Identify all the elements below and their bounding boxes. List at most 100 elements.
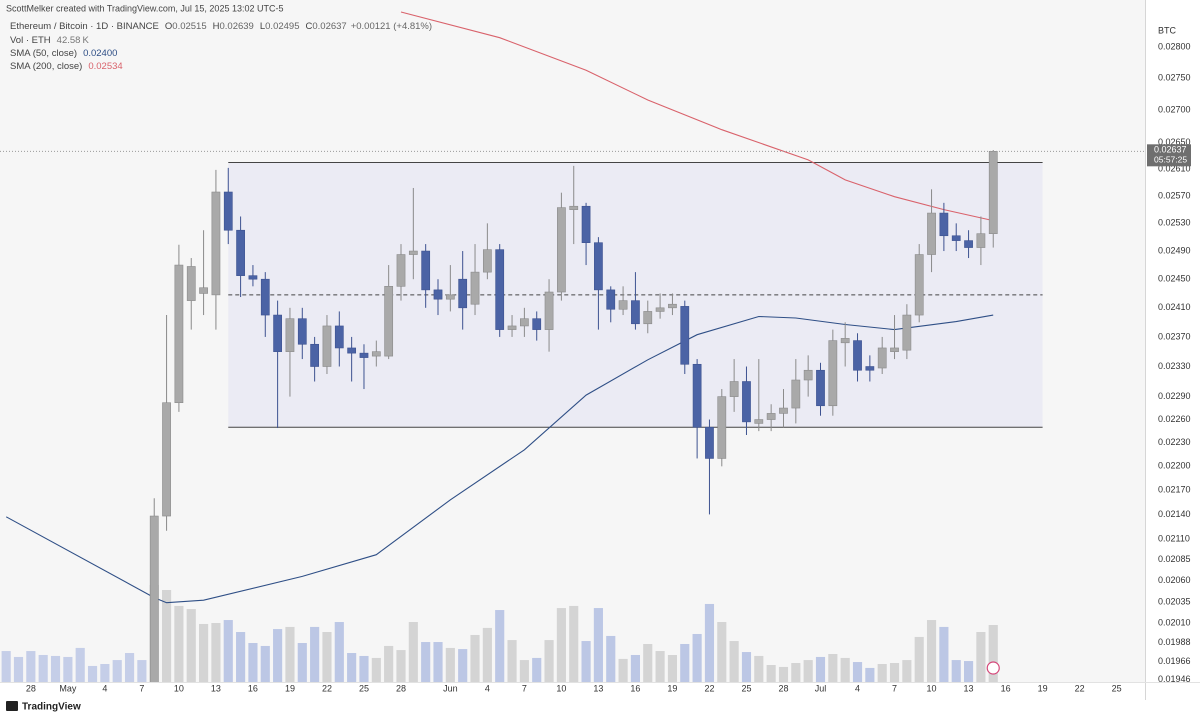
volume-bar <box>815 656 826 682</box>
x-tick-label: 7 <box>522 683 527 693</box>
legend-value: 0.02534 <box>88 61 122 72</box>
y-tick-label: 0.02170 <box>1158 485 1191 495</box>
x-tick-label: 7 <box>892 683 897 693</box>
candle-body <box>334 325 344 349</box>
x-tick-label: 16 <box>248 683 258 693</box>
candle-body <box>840 338 850 344</box>
x-tick-label: 4 <box>485 683 490 693</box>
legend-value: 0.02400 <box>83 48 117 59</box>
candle-body <box>594 242 603 291</box>
volume-bar <box>112 660 122 682</box>
candle-body <box>865 366 875 371</box>
volume-bar <box>13 656 24 682</box>
y-tick-label: 0.01946 <box>1158 674 1191 684</box>
candle-body <box>914 254 924 316</box>
candle-body <box>631 300 640 325</box>
volume-bar <box>569 605 579 682</box>
x-tick-label: 13 <box>593 683 603 693</box>
y-tick-label: 0.02650 <box>1158 137 1191 147</box>
y-tick-label: 0.02140 <box>1158 509 1191 519</box>
candle-body <box>310 343 319 367</box>
x-tick-label: May <box>59 683 77 693</box>
y-tick-label: 0.02085 <box>1158 554 1191 564</box>
volume-bar <box>445 647 455 682</box>
volume-bar <box>384 645 394 682</box>
candle-body <box>384 286 394 357</box>
volume-bar <box>396 650 406 682</box>
candle-body <box>322 325 332 367</box>
candle-body <box>421 250 431 291</box>
volume-bar <box>87 665 98 682</box>
candle-body <box>717 396 727 459</box>
volume-bar <box>273 629 283 682</box>
x-tick-label: Jul <box>815 683 827 693</box>
y-tick-label: 0.02200 <box>1158 461 1191 471</box>
volume-bar <box>334 622 344 682</box>
x-tick-label: Jun <box>443 683 458 693</box>
candle-body <box>853 340 862 371</box>
volume-bar <box>939 626 949 682</box>
volume-bar <box>38 654 48 682</box>
candle-body <box>939 212 949 237</box>
volume-pane <box>1 584 1000 682</box>
candle-body <box>248 275 258 280</box>
logo-icon <box>6 701 18 711</box>
volume-bar <box>655 651 665 682</box>
volume-bar <box>926 620 937 682</box>
volume-bar <box>852 662 863 682</box>
countdown: 05:57:25 <box>1154 155 1187 165</box>
candle-body <box>692 363 702 428</box>
last-price-box <box>1147 144 1191 167</box>
candle-body <box>236 229 245 276</box>
x-tick-label: 10 <box>927 683 937 693</box>
volume-bar <box>951 660 961 682</box>
candle-body <box>445 294 455 300</box>
candle-body <box>495 249 505 330</box>
volume-bar <box>433 642 443 682</box>
candle-body <box>606 289 616 310</box>
volume-bar <box>519 660 529 682</box>
volume-bar <box>100 664 110 682</box>
volume-bar <box>174 605 184 682</box>
sma-legend: SMA (200, close) 0.02534 <box>10 61 123 72</box>
x-tick-label: 25 <box>359 683 369 693</box>
volume-bar <box>643 643 653 682</box>
axes: 0.02800 0.02750 0.02700 0.02650 0.02610 0.025… <box>26 41 1191 693</box>
volume-bar <box>371 657 381 682</box>
y-tick-label: 0.02490 <box>1158 245 1191 255</box>
volume-bar <box>1 651 11 682</box>
volume-bar <box>421 642 431 682</box>
x-tick-label: 7 <box>139 683 144 693</box>
volume-legend: Vol · ETH 42.58 K <box>10 35 89 46</box>
x-tick-label: 22 <box>322 683 332 693</box>
volume-bar <box>310 626 320 682</box>
candle-body <box>396 254 406 287</box>
last-price-label: 0.02637 <box>1154 145 1187 155</box>
candle-body <box>766 413 776 420</box>
candle-body <box>655 307 665 312</box>
y-tick-label: 0.02570 <box>1158 190 1191 200</box>
volume-bar <box>803 660 813 682</box>
alert-icon <box>986 661 1000 675</box>
legend-name: SMA (50, close) <box>10 48 77 59</box>
candle-body <box>618 300 628 310</box>
volume-bar <box>482 627 492 682</box>
candle-body <box>186 266 196 301</box>
candle-body <box>581 205 591 243</box>
candle-body <box>890 347 899 352</box>
candle-body <box>803 369 813 381</box>
x-tick-label: 28 <box>26 683 36 693</box>
x-tick-label: 4 <box>102 683 107 693</box>
candle-body <box>482 249 492 273</box>
candle-body <box>470 271 480 305</box>
candle-body <box>828 340 838 407</box>
footer-text: TradingView <box>22 702 81 713</box>
candle-body <box>211 191 221 296</box>
symbol: Ethereum / Bitcoin · 1D · BINANCE <box>10 21 159 32</box>
x-tick-label: 4 <box>855 683 860 693</box>
volume-bar <box>680 643 690 682</box>
volume-unit: K <box>82 35 89 46</box>
volume-bar <box>458 649 468 682</box>
volume-bar <box>186 609 196 682</box>
x-tick-label: 16 <box>630 683 640 693</box>
